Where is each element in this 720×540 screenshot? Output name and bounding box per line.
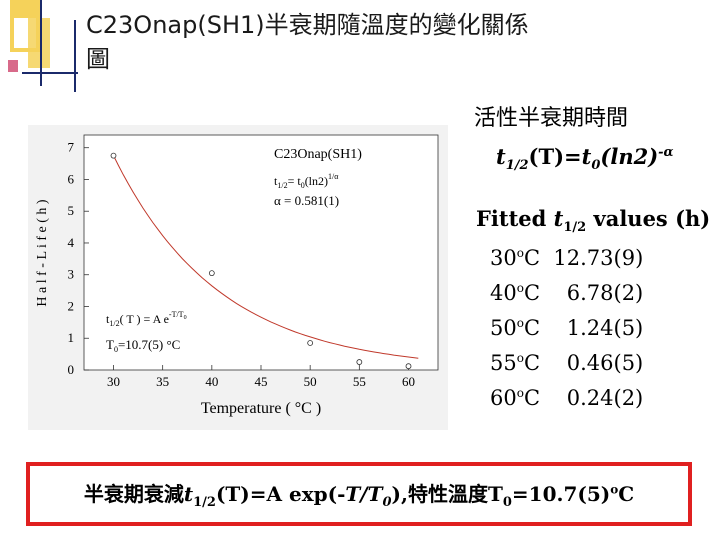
slide-title: C23Onap(SH1)半衰期隨溫度的變化關係 圖 bbox=[86, 8, 686, 76]
model-annotation: t1/2= t0(ln2)1/α bbox=[274, 172, 339, 190]
y-tick-label: 5 bbox=[68, 203, 75, 218]
fitted-row: 40oC 6.78(2) bbox=[490, 281, 644, 305]
alpha-annotation: α = 0.581(1) bbox=[274, 193, 339, 208]
data-point bbox=[208, 270, 215, 277]
fitted-heading: Fitted t1/2 values (h) bbox=[476, 206, 711, 236]
y-axis-ticks: 0 1 2 3 4 5 6 7 bbox=[68, 140, 89, 377]
x-tick-label: 45 bbox=[255, 374, 268, 389]
right-heading: 活性半衰期時間 bbox=[474, 106, 629, 131]
x-axis-label: Temperature ( °C ) bbox=[201, 400, 321, 417]
x-tick-label: 55 bbox=[353, 374, 366, 389]
caption-box: 半衰期衰減t1/2(T)=A exp(-T/T0),特性溫度T0=10.7(5)… bbox=[26, 462, 692, 526]
x-axis-ticks: 30 35 40 45 50 55 60 bbox=[107, 365, 415, 389]
fit-curve bbox=[113, 155, 419, 359]
fitted-row: 60oC 0.24(2) bbox=[490, 386, 644, 410]
caption-text: 半衰期衰減t1/2(T)=A exp(-T/T0),特性溫度T0=10.7(5)… bbox=[83, 482, 635, 510]
logo-block-yellow-2 bbox=[28, 18, 50, 68]
fitted-values-list: 30oC 12.73(9) 40oC 6.78(2) 50oC 1.24(5) … bbox=[490, 238, 643, 413]
data-point bbox=[405, 363, 412, 370]
data-point bbox=[110, 152, 117, 159]
t0-annotation: T0=10.7(5) °C bbox=[106, 337, 180, 354]
fit-equation: t1/2( T ) = A e-T/T0 bbox=[106, 310, 187, 328]
logo-line-vertical-2 bbox=[74, 20, 76, 92]
plot-frame bbox=[83, 134, 439, 371]
chart-title: C23Onap(SH1) bbox=[274, 147, 362, 162]
x-tick-label: 60 bbox=[402, 374, 415, 389]
y-tick-label: 4 bbox=[68, 235, 75, 250]
fitted-row: 55oC 0.46(5) bbox=[490, 351, 644, 375]
x-tick-label: 35 bbox=[156, 374, 169, 389]
fitted-row: 50oC 1.24(5) bbox=[490, 316, 644, 340]
data-point bbox=[307, 340, 314, 346]
fitted-row: 30oC 12.73(9) bbox=[490, 246, 644, 270]
logo-line-horizontal bbox=[22, 72, 78, 74]
x-tick-label: 30 bbox=[107, 374, 120, 389]
y-tick-label: 1 bbox=[68, 330, 75, 345]
logo-line-vertical bbox=[40, 0, 42, 86]
slide-title-line2: 圖 bbox=[86, 45, 110, 73]
formula: t1/2(T)=t0(ln2)-α bbox=[496, 144, 674, 174]
y-tick-label: 0 bbox=[68, 362, 75, 377]
y-tick-label: 7 bbox=[68, 140, 75, 155]
y-tick-label: 6 bbox=[68, 171, 75, 186]
y-tick-label: 2 bbox=[68, 298, 75, 313]
x-tick-label: 50 bbox=[304, 374, 317, 389]
data-points bbox=[110, 152, 412, 370]
logo-block-pink bbox=[8, 60, 18, 72]
slide-title-line1: C23Onap(SH1)半衰期隨溫度的變化關係 bbox=[86, 11, 529, 39]
x-tick-label: 40 bbox=[205, 374, 218, 389]
y-axis-label: H a l f - L i f e ( h ) bbox=[35, 199, 50, 306]
y-tick-label: 3 bbox=[68, 267, 75, 282]
data-point bbox=[356, 359, 363, 365]
